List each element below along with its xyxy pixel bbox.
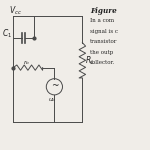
- Text: $u_b$: $u_b$: [48, 96, 56, 104]
- Text: Figure: Figure: [90, 7, 116, 15]
- Text: $C_1$: $C_1$: [2, 28, 12, 40]
- Text: In a com: In a com: [90, 18, 114, 23]
- Text: transistor: transistor: [90, 39, 117, 44]
- Text: the outp: the outp: [90, 50, 113, 55]
- Text: ~: ~: [51, 82, 58, 91]
- Text: signal is c: signal is c: [90, 29, 118, 34]
- Text: $r_b$: $r_b$: [23, 58, 30, 67]
- Text: collector.: collector.: [90, 60, 115, 65]
- Text: $V_{cc}$: $V_{cc}$: [9, 5, 22, 17]
- Text: $R_L$: $R_L$: [85, 54, 95, 67]
